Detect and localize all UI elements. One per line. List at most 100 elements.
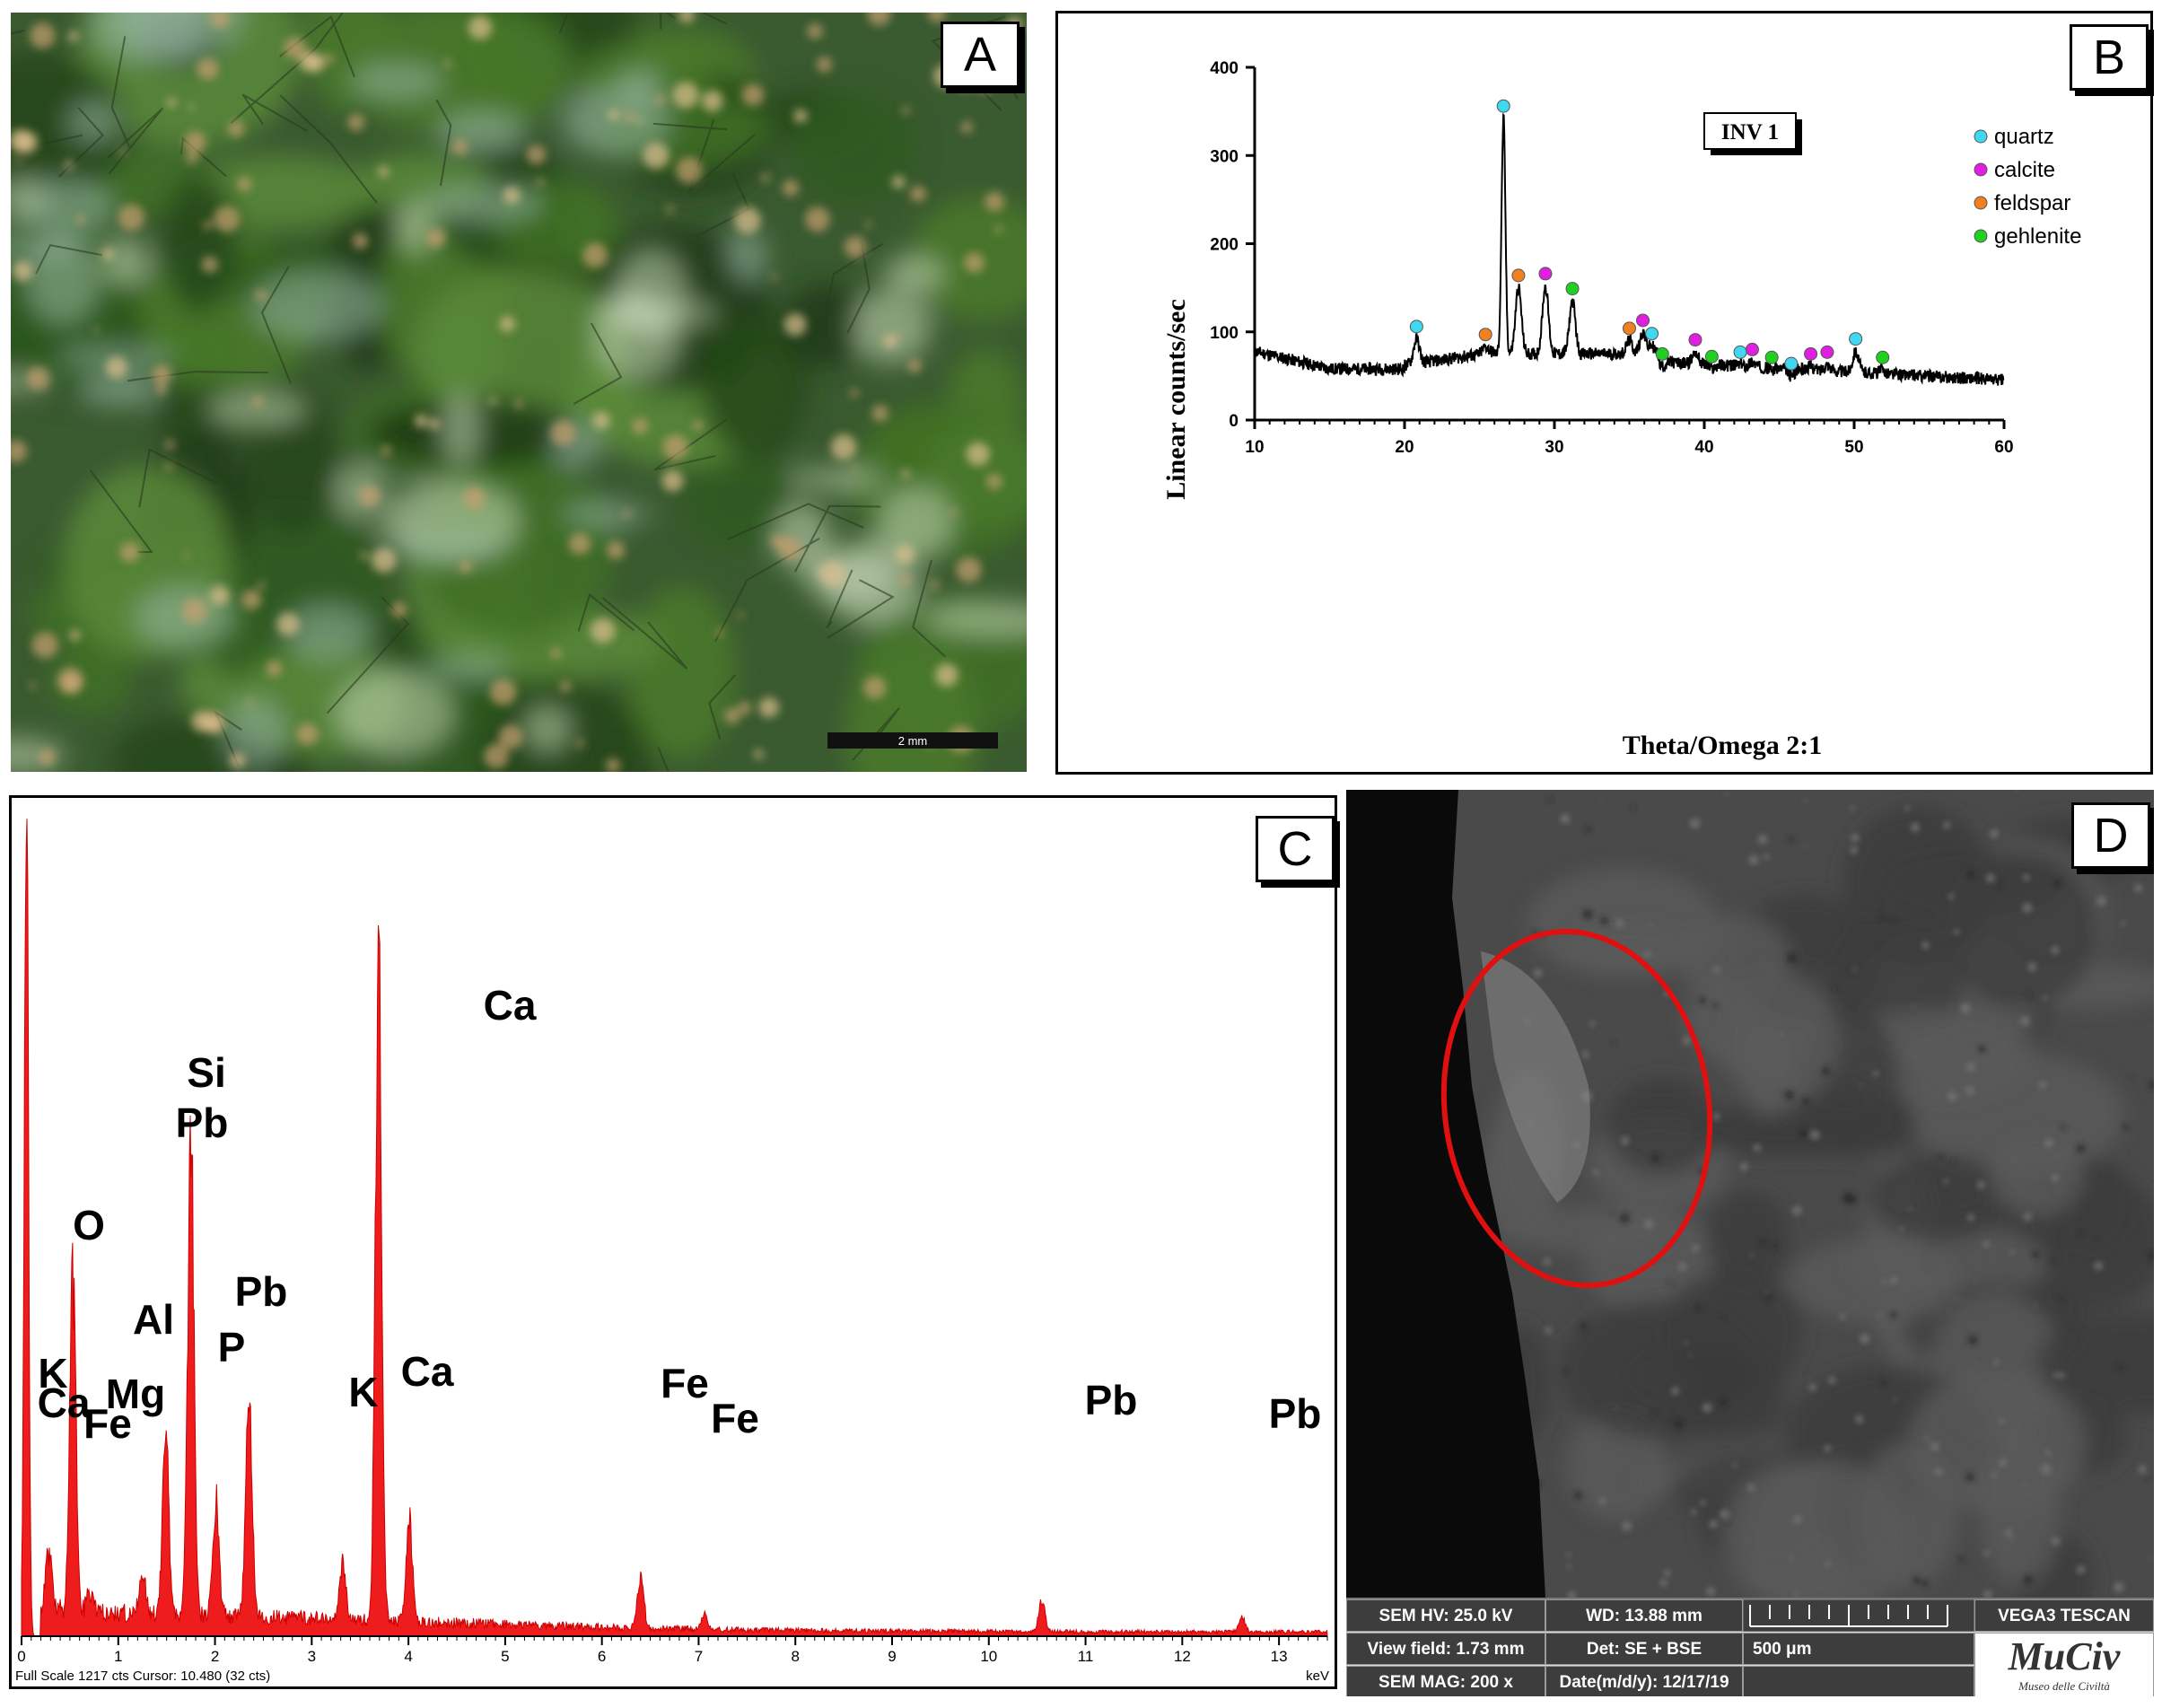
eds-peak-label: Si — [187, 1049, 225, 1096]
xrd-x-axis-label: Theta/Omega 2:1 — [1623, 731, 1822, 760]
sem-scale-label: 500 μm — [1743, 1633, 1974, 1665]
eds-peak-label: K — [348, 1369, 378, 1415]
xrd-marker-quartz — [1409, 320, 1423, 334]
panel-d-sem-image: D SEM HV: 25.0 kV WD: 13.88 mm View fiel… — [1346, 790, 2154, 1696]
micrograph-image: 2 mm — [11, 13, 1027, 772]
xrd-x-tick-label: 50 — [1844, 438, 1863, 457]
eds-x-tick-label: 5 — [501, 1648, 509, 1665]
sem-scale-ruler — [1743, 1599, 1974, 1632]
eds-x-tick-label: 7 — [695, 1648, 703, 1665]
eds-x-tick-label: 0 — [17, 1648, 25, 1665]
eds-peak-label: Al — [133, 1296, 174, 1343]
sem-bright-feature — [1481, 951, 1590, 1203]
xrd-marker-gehlenite — [1655, 346, 1669, 361]
eds-peak-label: K — [38, 1350, 67, 1397]
panel-label-b: B — [2070, 24, 2149, 91]
sem-hv: SEM HV: 25.0 kV — [1346, 1599, 1545, 1632]
legend-label-calcite: calcite — [1994, 158, 2055, 182]
muciv-logo: MuCiv Museo delle Civiltà — [1974, 1633, 2154, 1696]
eds-spectrum-fill — [21, 819, 1328, 1637]
xrd-marker-quartz — [1784, 356, 1799, 371]
eds-peak-label: Fe — [83, 1400, 132, 1447]
eds-x-tick-label: 9 — [888, 1648, 896, 1665]
legend-swatch-gehlenite — [1974, 229, 1988, 243]
muciv-logo-subtitle: Museo delle Civiltà — [2018, 1679, 2110, 1693]
xrd-marker-feldspar — [1478, 328, 1492, 342]
xrd-title-box: INV 1 — [1703, 112, 1802, 155]
xrd-x-tick-label: 20 — [1395, 438, 1414, 457]
scale-bar-label: 2 mm — [898, 734, 928, 748]
sem-blank-cell — [1743, 1666, 1974, 1696]
sem-instrument: VEGA3 TESCAN — [1974, 1599, 2154, 1632]
xrd-marker-calcite — [1688, 333, 1702, 347]
xrd-marker-quartz — [1496, 99, 1510, 113]
scale-bar — [827, 732, 998, 749]
xrd-x-tick-label: 10 — [1245, 438, 1264, 457]
eds-peak-label: Fe — [661, 1360, 709, 1406]
xrd-title: INV 1 — [1721, 120, 1779, 145]
legend-swatch-quartz — [1974, 129, 1988, 144]
eds-x-tick-label: 13 — [1271, 1648, 1288, 1665]
panel-b-xrd-chart: B 10 20 30 40 50 60 0 100 200 300 400 INV 1 quartz… — [1055, 11, 2153, 775]
eds-peak-label: Ca — [484, 982, 537, 1029]
xrd-x-tick-label: 40 — [1694, 438, 1713, 457]
eds-peak-label: Pb — [1085, 1377, 1138, 1423]
xrd-marker-calcite — [1820, 345, 1834, 359]
xrd-y-tick-label: 100 — [1210, 324, 1239, 343]
xrd-x-tick-label: 60 — [1994, 438, 2013, 457]
panel-label-a: A — [941, 22, 1020, 88]
xrd-pattern-line — [1254, 112, 2005, 386]
xrd-y-tick-label: 400 — [1210, 59, 1239, 78]
xrd-y-tick-label: 300 — [1210, 147, 1239, 166]
sem-date: Date(m/d/y): 12/17/19 — [1545, 1666, 1743, 1696]
xrd-marker-calcite — [1636, 313, 1650, 328]
eds-footer-unit: keV — [1306, 1669, 1329, 1684]
xrd-marker-quartz — [1645, 327, 1659, 341]
eds-peak-label: Mg — [106, 1371, 165, 1417]
legend-label-feldspar: feldspar — [1994, 191, 2070, 215]
sem-info-bar: SEM HV: 25.0 kV WD: 13.88 mm View field:… — [1346, 1598, 2154, 1696]
eds-peak-label: Pb — [176, 1099, 229, 1146]
sem-dark-background — [1346, 790, 1545, 1598]
sem-magnification: SEM MAG: 200 x — [1346, 1666, 1545, 1696]
panel-c-eds-spectrum: C 0 1 2 3 4 5 6 7 8 9 10 11 12 13 Ca Si Pb O Al Pb P K Ca Mg Fe… — [9, 795, 1337, 1689]
eds-footer-info: Full Scale 1217 cts Cursor: 10.480 (32 c… — [15, 1669, 270, 1684]
muciv-logo-text: MuCiv — [2008, 1634, 2121, 1678]
sem-view-field: View field: 1.73 mm — [1346, 1633, 1545, 1665]
xrd-y-tick-label: 200 — [1210, 236, 1239, 255]
xrd-chart: 10 20 30 40 50 60 0 100 200 300 400 INV 1 quartz ca… — [1161, 59, 2081, 760]
eds-x-tick-label: 2 — [211, 1648, 219, 1665]
legend-label-quartz: quartz — [1994, 125, 2054, 149]
eds-x-tick-label: 10 — [980, 1648, 997, 1665]
xrd-legend: quartz calcite feldspar gehlenite — [1974, 125, 2081, 249]
xrd-marker-gehlenite — [1704, 349, 1719, 363]
eds-peak-label: O — [73, 1202, 105, 1248]
eds-peak-label: P — [218, 1324, 246, 1371]
sem-highlight-ellipse — [1440, 928, 1713, 1289]
panel-label-d: D — [2071, 802, 2150, 869]
xrd-y-axis-label: Linear counts/sec — [1161, 299, 1191, 500]
xrd-marker-calcite — [1538, 267, 1553, 281]
eds-x-tick-label: 3 — [308, 1648, 316, 1665]
sem-wd: WD: 13.88 mm — [1545, 1599, 1743, 1632]
xrd-marker-gehlenite — [1565, 282, 1580, 296]
sem-detector: Det: SE + BSE — [1545, 1633, 1743, 1665]
eds-peak-label: Ca — [38, 1380, 91, 1426]
eds-x-tick-label: 6 — [598, 1648, 606, 1665]
panel-a-micrograph: 2 mm A — [11, 13, 1027, 772]
legend-swatch-calcite — [1974, 162, 1988, 177]
legend-label-gehlenite: gehlenite — [1994, 224, 2081, 249]
eds-peak-label: Fe — [711, 1395, 759, 1441]
eds-x-tick-label: 8 — [791, 1648, 799, 1665]
xrd-marker-gehlenite — [1764, 350, 1779, 364]
eds-x-tick-label: 1 — [114, 1648, 122, 1665]
eds-x-tick-label: 4 — [404, 1648, 412, 1665]
xrd-phase-markers — [1409, 99, 1890, 371]
sem-micrograph — [1346, 790, 2154, 1636]
xrd-marker-calcite — [1745, 342, 1759, 356]
panel-label-c: C — [1256, 816, 1335, 882]
xrd-y-tick-label: 0 — [1229, 412, 1239, 431]
eds-x-tick-label: 12 — [1174, 1648, 1191, 1665]
